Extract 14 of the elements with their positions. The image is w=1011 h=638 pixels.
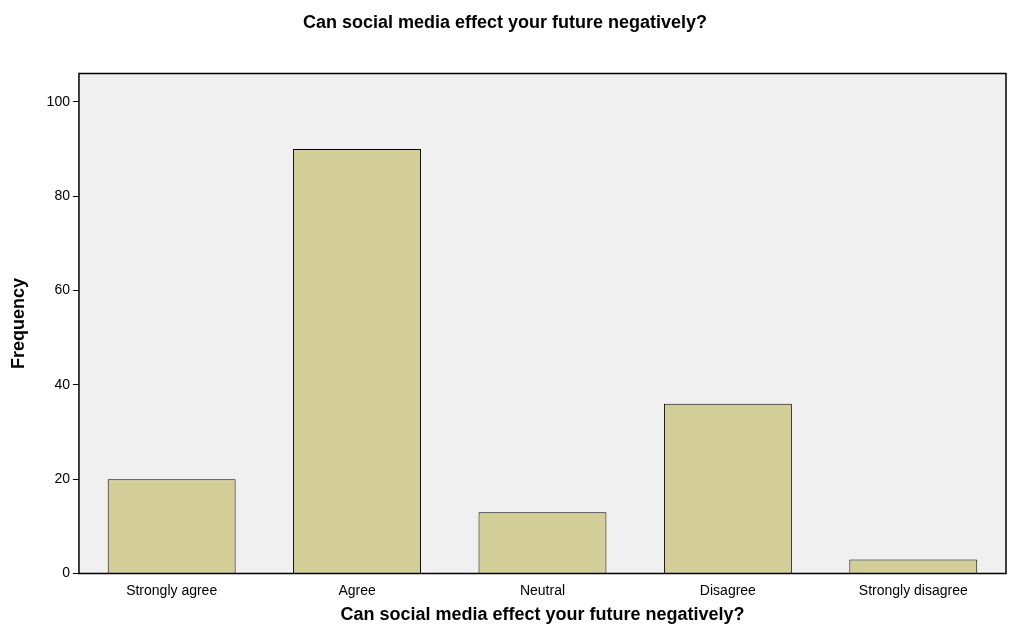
x-tick-label: Disagree: [699, 581, 757, 598]
y-tick-label: 40: [54, 375, 71, 392]
y-tick-label: 0: [62, 564, 71, 581]
chart-title: Can social media effect your future negatively?: [302, 11, 708, 32]
x-tick-label: Neutral: [519, 581, 566, 598]
y-axis-title: Frequency: [7, 278, 28, 370]
y-tick-label: 80: [54, 187, 71, 204]
x-tick-label: Strongly agree: [126, 581, 218, 598]
x-tick-label: Strongly disagree: [858, 581, 968, 598]
y-tick-label: 100: [46, 92, 71, 109]
x-axis-title: Can social media effect your future negatively?: [340, 604, 745, 625]
y-tick-label: 20: [54, 470, 71, 487]
y-tick-label: 60: [54, 281, 71, 298]
x-tick-label: Agree: [338, 581, 376, 598]
